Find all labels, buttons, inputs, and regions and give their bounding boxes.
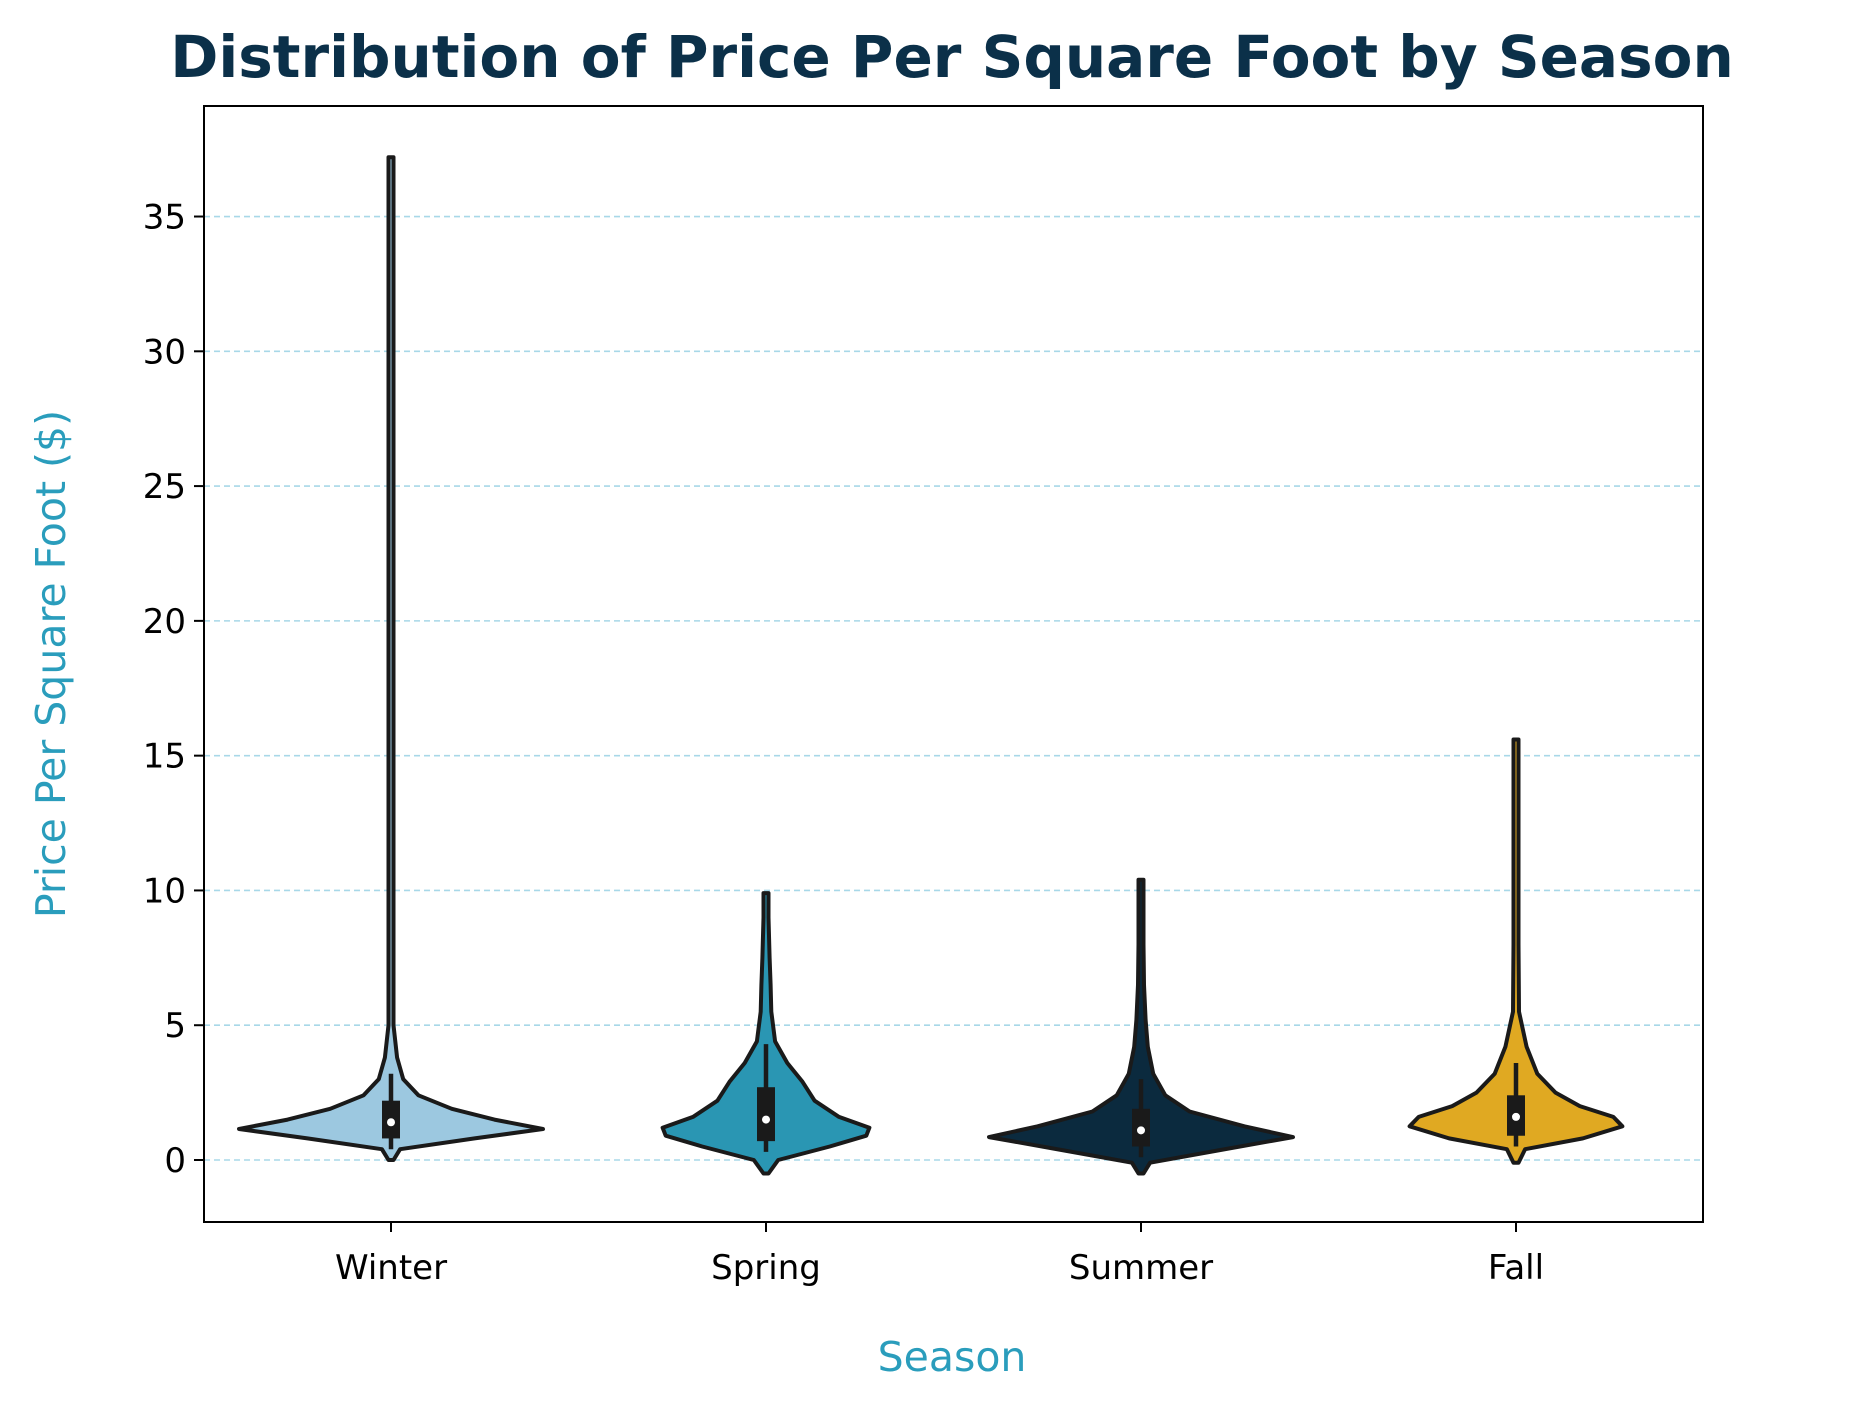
y-tick-label: 20 (143, 602, 186, 642)
y-tick-label: 30 (143, 332, 186, 372)
violin-body (237, 155, 545, 1162)
violin-body (660, 891, 872, 1176)
x-tick-label: Summer (1069, 1248, 1213, 1288)
chart-title: Distribution of Price Per Square Foot by… (170, 23, 1733, 91)
x-tick-label: Winter (335, 1248, 447, 1288)
grid-lines (204, 215, 1703, 1161)
violin-median-dot (762, 1115, 770, 1124)
violins (237, 155, 1625, 1176)
y-tick-label: 25 (143, 467, 186, 507)
violin-body (1407, 737, 1625, 1165)
violin-winter (237, 155, 545, 1162)
x-axis-ticks: Winter Spring Summer Fall (335, 1222, 1544, 1288)
y-tick-label: 0 (164, 1141, 186, 1181)
y-axis-ticks: 0 5 10 15 20 25 30 35 (143, 198, 204, 1181)
y-tick-label: 10 (143, 871, 186, 911)
violin-median-dot (1512, 1112, 1520, 1121)
x-tick-label: Fall (1488, 1248, 1544, 1288)
violin-body (987, 877, 1295, 1176)
y-tick-label: 35 (143, 198, 186, 238)
y-axis-label: Price Per Square Foot ($) (27, 410, 75, 918)
x-tick-label: Spring (711, 1248, 821, 1288)
x-axis-label: Season (878, 1333, 1027, 1381)
y-tick-label: 15 (143, 737, 186, 777)
violin-summer (987, 877, 1295, 1176)
plot-frame (203, 105, 1704, 1223)
violin-median-dot (387, 1118, 395, 1127)
y-tick-label: 5 (164, 1006, 186, 1046)
violin-iqr-box (757, 1087, 775, 1142)
violin-fall (1407, 737, 1625, 1165)
violin-spring (660, 891, 872, 1176)
violin-median-dot (1137, 1126, 1145, 1135)
